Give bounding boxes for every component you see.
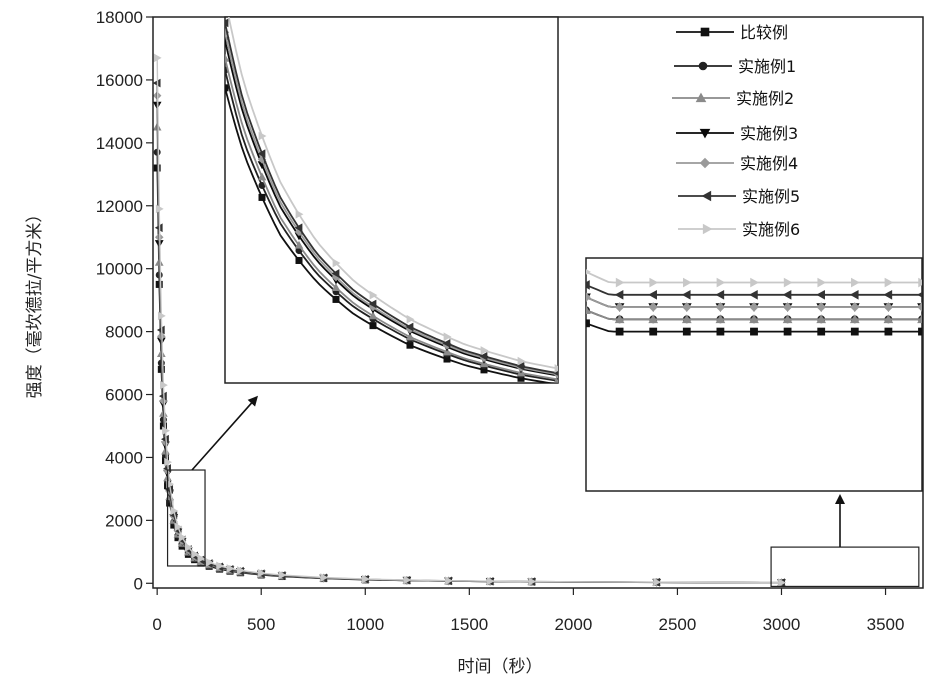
inset1-series-point-0-1 xyxy=(259,194,265,200)
x-tick-label-0: 0 xyxy=(152,615,161,634)
legend-label-4: 实施例4 xyxy=(740,154,798,173)
y-tick-label-2: 4000 xyxy=(105,448,143,467)
x-axis-title: 时间（秒） xyxy=(458,657,543,677)
legend-marker-4 xyxy=(700,158,710,168)
inset1-series-point-6-0 xyxy=(222,0,229,3)
legend-label-1: 实施例1 xyxy=(738,57,796,76)
inset1-series-point-0-3 xyxy=(333,296,339,302)
y-axis: 0 2000 4000 6000 8000 10000 12000 14000 16000 180… xyxy=(96,8,153,593)
legend-marker-1 xyxy=(699,62,707,70)
inset2-series-point-0-8 xyxy=(851,328,858,335)
inset2-series-point-0-7 xyxy=(818,328,825,335)
y-tick-label-1: 2000 xyxy=(105,511,143,530)
y-tick-label-4: 8000 xyxy=(105,323,143,342)
x-tick-label-4: 2000 xyxy=(554,615,592,634)
y-tick-label-9: 18000 xyxy=(96,8,143,27)
inset1-series-point-0-0 xyxy=(222,85,228,91)
legend-label-5: 实施例5 xyxy=(742,187,800,206)
inset2-series-point-0-2 xyxy=(650,328,657,335)
y-tick-label-0: 0 xyxy=(134,574,143,593)
inset2-series-point-0-3 xyxy=(683,328,690,335)
legend: 比较例实施例1 实施例2 实施例3 实施例4 实施例5 实施例6 xyxy=(672,23,800,239)
y-tick-label-5: 10000 xyxy=(96,260,143,279)
x-tick-label-3: 1500 xyxy=(450,615,488,634)
inset2-series-point-0-9 xyxy=(885,328,892,335)
x-tick-label-2: 1000 xyxy=(346,615,384,634)
y-tick-label-7: 14000 xyxy=(96,134,143,153)
inset2-series-point-0-4 xyxy=(717,328,724,335)
inset2-series-point-0-6 xyxy=(784,328,791,335)
legend-label-3: 实施例3 xyxy=(740,124,798,143)
legend-marker-0 xyxy=(701,28,709,36)
legend-marker-6 xyxy=(703,224,712,234)
x-tick-label-7: 3500 xyxy=(867,615,905,634)
x-tick-label-5: 2500 xyxy=(659,615,697,634)
x-axis: 0 500 1000 1500 2000 2500 3000 3500 xyxy=(152,588,904,634)
legend-marker-5 xyxy=(702,191,711,201)
y-axis-title: 强度（毫坎德拉/平方米） xyxy=(25,206,45,399)
y-tick-label-8: 16000 xyxy=(96,71,143,90)
inset2-series-point-0-0 xyxy=(582,320,589,327)
legend-label-6: 实施例6 xyxy=(742,220,800,239)
inset1-series-point-0-5 xyxy=(407,342,413,348)
zoom-arrow-1 xyxy=(192,398,256,470)
x-tick-label-1: 500 xyxy=(247,615,275,634)
inset2-series-point-0-10 xyxy=(918,328,925,335)
inset2-series-point-0-1 xyxy=(616,328,623,335)
inset2-series-point-0-5 xyxy=(750,328,757,335)
x-tick-label-6: 3000 xyxy=(763,615,801,634)
zoom-inset-1 xyxy=(225,17,558,383)
y-tick-label-6: 12000 xyxy=(96,197,143,216)
inset1-series-point-0-4 xyxy=(370,322,376,328)
y-tick-label-3: 6000 xyxy=(105,386,143,405)
zoom-source-box-2 xyxy=(771,547,919,586)
legend-label-2: 实施例2 xyxy=(736,89,794,108)
legend-label-0: 比较例 xyxy=(740,23,788,42)
inset1-series-point-0-2 xyxy=(296,257,302,263)
